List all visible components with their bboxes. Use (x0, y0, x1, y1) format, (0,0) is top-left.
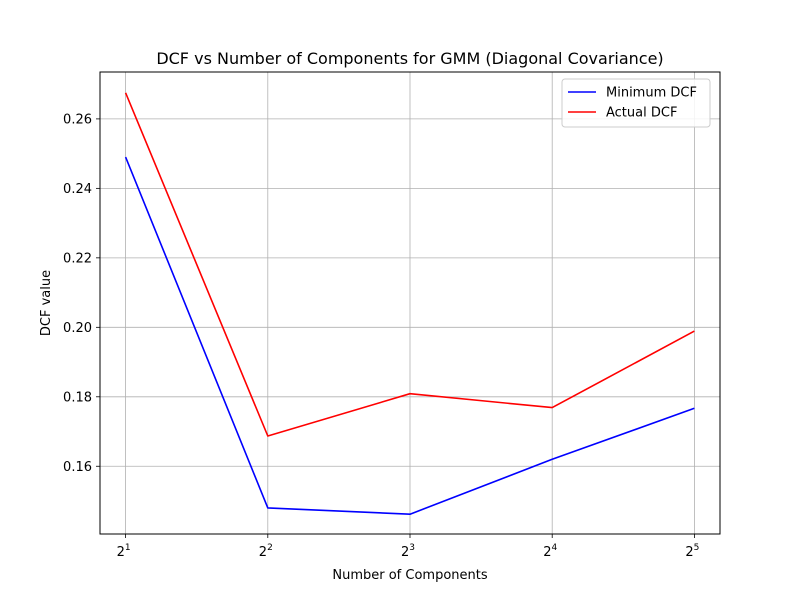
y-tick-label: 0.22 (63, 251, 92, 266)
axis-ticks: 21 22 23 24 25 0.16 0.18 0.20 0.22 0.24 0.26 (63, 112, 699, 560)
grid (100, 72, 720, 534)
series-layer (124, 92, 695, 516)
x-tick-label: 23 (401, 543, 415, 560)
chart-title: DCF vs Number of Components for GMM (Dia… (156, 49, 663, 68)
y-axis-title: DCF value (39, 270, 54, 336)
y-tick-label: 0.24 (63, 182, 92, 197)
legend: Minimum DCF Actual DCF (561, 78, 711, 128)
x-axis-title: Number of Components (332, 568, 487, 583)
x-tick-label: 24 (543, 543, 557, 560)
legend-box (561, 78, 711, 128)
y-tick-label: 0.26 (63, 112, 92, 127)
y-tick-label: 0.20 (63, 321, 92, 336)
x-tick-label: 22 (259, 543, 273, 560)
x-tick-label: 25 (685, 543, 699, 560)
y-tick-label: 0.16 (63, 460, 92, 475)
series-line-actual-dcf (124, 92, 695, 437)
y-tick-label: 0.18 (63, 390, 92, 405)
legend-label: Actual DCF (606, 106, 677, 121)
x-tick-label: 21 (117, 543, 131, 560)
legend-label: Minimum DCF (606, 86, 697, 101)
series-line-minimum-dcf (124, 156, 695, 516)
